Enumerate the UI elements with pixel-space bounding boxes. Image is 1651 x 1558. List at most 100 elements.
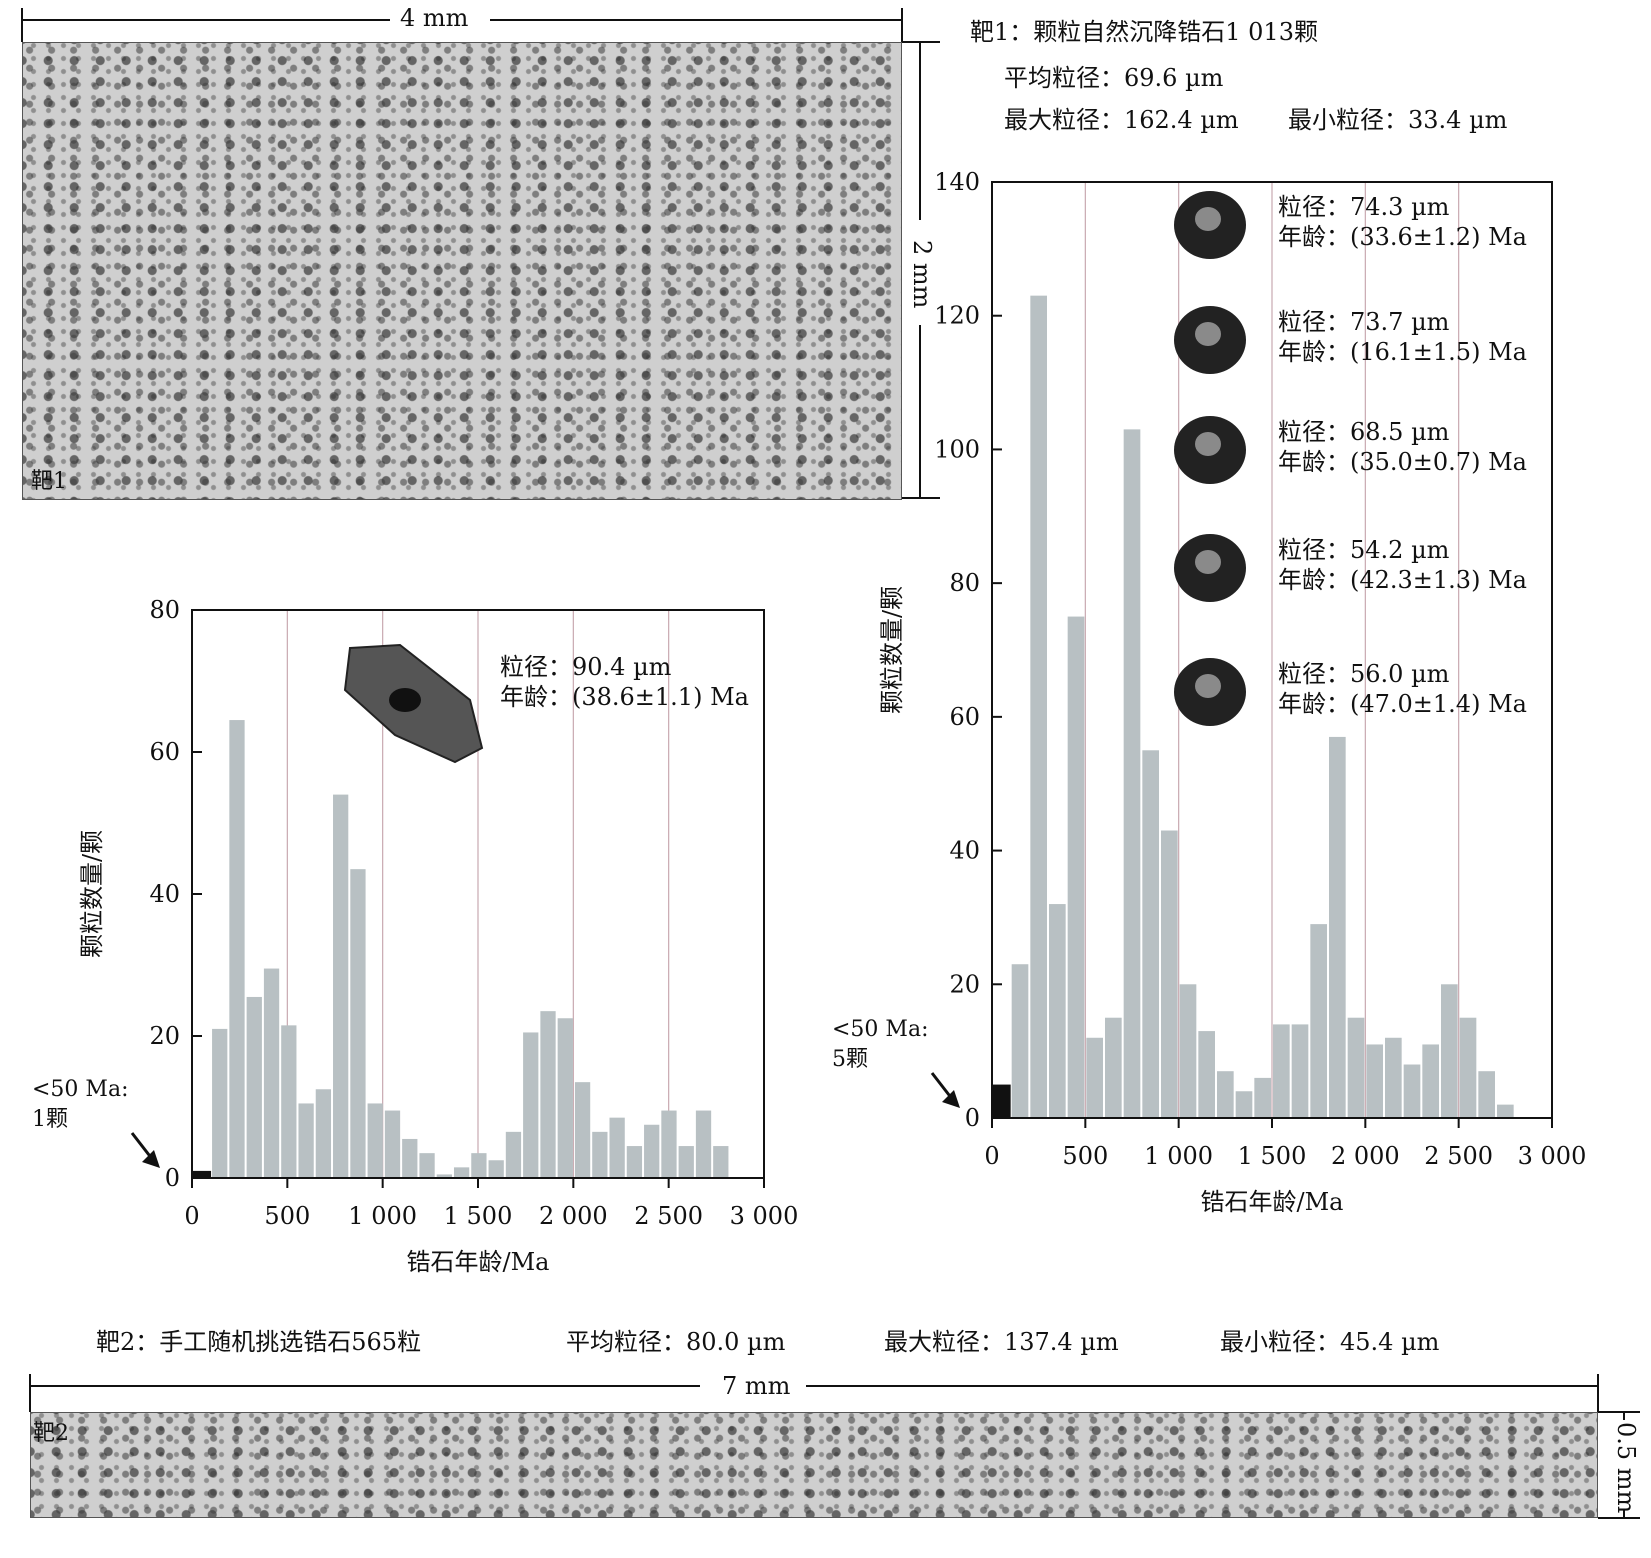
right-bar [1067, 616, 1085, 1118]
left-bar [281, 1025, 297, 1178]
right-bar [1049, 904, 1066, 1118]
right-ytick-label: 120 [934, 302, 980, 330]
left-young-note-line1: <50 Ma: [32, 1077, 128, 1102]
target1-max-size: 最大粒径：162.4 µm [1004, 106, 1239, 134]
left-bar [384, 1110, 401, 1178]
left-bars [192, 720, 729, 1178]
left-grain-photo-icon [343, 643, 484, 764]
left-bar [436, 1174, 452, 1178]
right-annotation-age: 年龄：(42.3±1.3) Ma [1278, 566, 1527, 594]
target1-mean-size: 平均粒径：69.6 µm [1004, 64, 1224, 92]
left-bar [263, 968, 280, 1178]
right-bar [1198, 1031, 1215, 1118]
right-bar [1403, 1064, 1421, 1118]
left-bar [695, 1110, 712, 1178]
right-bar [1179, 984, 1197, 1118]
right-bar [1385, 1037, 1402, 1118]
left-bar [574, 1082, 591, 1178]
right-bar [1086, 1037, 1103, 1118]
right-ytick-label: 40 [949, 837, 980, 865]
right-ytick-label: 140 [934, 168, 980, 196]
right-bar [1123, 429, 1141, 1118]
target2-mean-size: 平均粒径：80.0 µm [566, 1328, 786, 1356]
right-bar [1366, 1044, 1383, 1118]
left-bar [609, 1117, 625, 1178]
right-bar [1030, 295, 1047, 1118]
left-xtick-label: 0 [184, 1202, 199, 1230]
right-bar [1142, 750, 1159, 1118]
right-bar [1217, 1071, 1234, 1118]
target2-scale-bars [29, 1374, 1640, 1519]
right-annotation-size: 粒径：68.5 µm [1278, 418, 1450, 446]
right-x-axis: 0 500 1 000 1 500 2 000 2 500 3 000 [984, 1118, 1586, 1170]
left-y-axis: 0 20 40 60 80 [149, 596, 202, 1192]
left-xtick-label: 1 000 [348, 1202, 417, 1230]
target1-scale-bars [21, 8, 940, 499]
target1-width-label: 4 mm [400, 4, 469, 32]
left-bar [488, 1160, 504, 1178]
left-ytick-label: 0 [165, 1164, 180, 1192]
right-ytick-label: 20 [949, 970, 980, 998]
left-young-arrow-icon [130, 1132, 160, 1168]
left-bar [229, 720, 245, 1178]
right-bars [992, 295, 1514, 1118]
left-bar [713, 1146, 729, 1178]
right-bar [1291, 1024, 1309, 1118]
left-xtick-label: 2 500 [634, 1202, 703, 1230]
left-xtick-label: 1 500 [444, 1202, 513, 1230]
target2-min-size: 最小粒径：45.4 µm [1220, 1328, 1440, 1356]
target1-photo-label: 靶1 [31, 469, 67, 494]
left-bar [298, 1103, 314, 1178]
target1-min-size: 最小粒径：33.4 µm [1288, 106, 1508, 134]
right-young-arrow-icon [930, 1072, 960, 1108]
target2-max-size: 最大粒径：137.4 µm [884, 1328, 1119, 1356]
left-ytick-label: 60 [149, 738, 180, 766]
target2-photo-label: 靶2 [33, 1421, 69, 1446]
right-bar [1011, 964, 1029, 1118]
right-bar [1441, 984, 1458, 1118]
right-bar [1254, 1077, 1271, 1118]
right-x-axis-label: 锆石年龄/Ma [1201, 1188, 1344, 1216]
left-bar [592, 1131, 608, 1178]
left-bar [419, 1153, 435, 1178]
right-xtick-label: 2 500 [1424, 1142, 1493, 1170]
right-xtick-label: 1 000 [1144, 1142, 1213, 1170]
right-bar [1347, 1017, 1365, 1118]
right-xtick-label: 3 000 [1518, 1142, 1587, 1170]
left-annotation-size: 粒径：90.4 µm [500, 653, 672, 681]
right-bar [1310, 924, 1327, 1118]
left-y-axis-label: 颗粒数量/颗 [78, 830, 106, 958]
right-ytick-label: 100 [934, 435, 980, 463]
right-annotation-age: 年龄：(33.6±1.2) Ma [1278, 223, 1527, 251]
left-x-axis-label: 锆石年龄/Ma [407, 1248, 550, 1276]
right-annotation-size: 粒径：73.7 µm [1278, 308, 1450, 336]
left-bar [246, 996, 262, 1178]
left-bar [333, 794, 349, 1178]
target2-title: 靶2：手工随机挑选锆石565粒 [96, 1328, 422, 1356]
left-bar [315, 1089, 332, 1178]
right-y-axis: 0 20 40 60 80 100 120 140 [934, 168, 1002, 1132]
left-bar [350, 869, 366, 1178]
right-bar [1422, 1044, 1439, 1118]
right-young-note-line2: 5颗 [832, 1047, 868, 1072]
left-ytick-label: 40 [149, 880, 180, 908]
right-young-bar [992, 1084, 1011, 1118]
right-y-axis-label: 颗粒数量/颗 [878, 586, 906, 714]
right-ytick-label: 80 [949, 569, 980, 597]
right-annotation-size: 粒径：74.3 µm [1278, 193, 1450, 221]
left-bar [626, 1146, 643, 1178]
left-xtick-label: 3 000 [730, 1202, 799, 1230]
target2-zircon-photo: 靶2 [30, 1412, 1598, 1518]
left-young-note-line2: 1颗 [32, 1107, 68, 1132]
right-annotation-age: 年龄：(35.0±0.7) Ma [1278, 448, 1527, 476]
right-xtick-label: 1 500 [1238, 1142, 1307, 1170]
left-annotation-age: 年龄：(38.6±1.1) Ma [500, 683, 749, 711]
histogram-target1: 0 20 40 60 80 100 120 140 0 500 1 000 1 500 2 000 2 … [832, 168, 1586, 1216]
right-bar [1105, 1017, 1122, 1118]
right-annotation-age: 年龄：(47.0±1.4) Ma [1278, 690, 1527, 718]
right-bar [1497, 1104, 1514, 1118]
